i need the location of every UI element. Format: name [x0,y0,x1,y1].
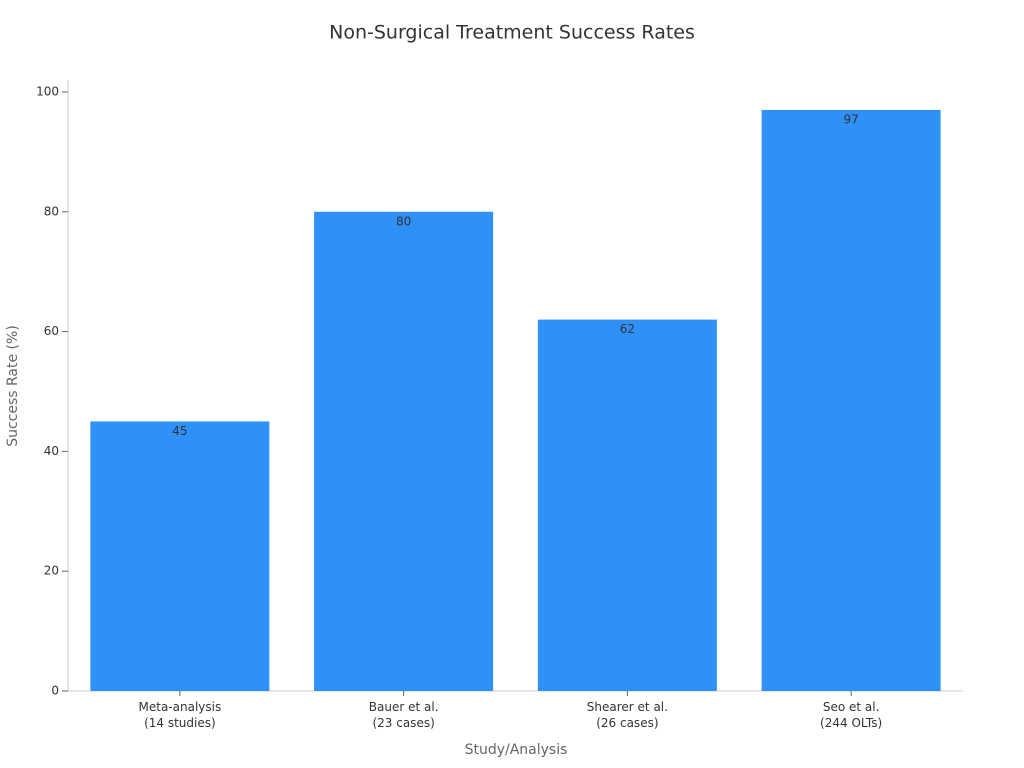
x-tick-label: Shearer et al. (26 cases) [587,700,668,730]
y-tick-label: 0 [51,684,59,698]
bar [314,211,494,692]
bar [537,319,717,691]
bar [90,421,270,691]
y-axis-label: Success Rate (%) [5,325,21,447]
x-tick-label: Seo et al. (244 OLTs) [820,700,882,730]
y-tick-label: 20 [44,564,59,578]
chart-title: Non-Surgical Treatment Success Rates [329,22,695,44]
y-tick-label: 60 [44,324,59,338]
x-axis-label: Study/Analysis [465,742,568,758]
bar [761,109,941,691]
x-tick-label: Meta-analysis (14 studies) [139,700,222,730]
value-label: 62 [620,322,635,336]
y-tick-label: 80 [44,204,59,218]
value-label: 80 [396,214,411,228]
value-label: 45 [172,424,187,438]
y-tick-label: 100 [36,84,59,98]
y-tick-label: 40 [44,444,59,458]
x-tick-label: Bauer et al. (23 cases) [369,700,439,730]
value-label: 97 [843,112,858,126]
